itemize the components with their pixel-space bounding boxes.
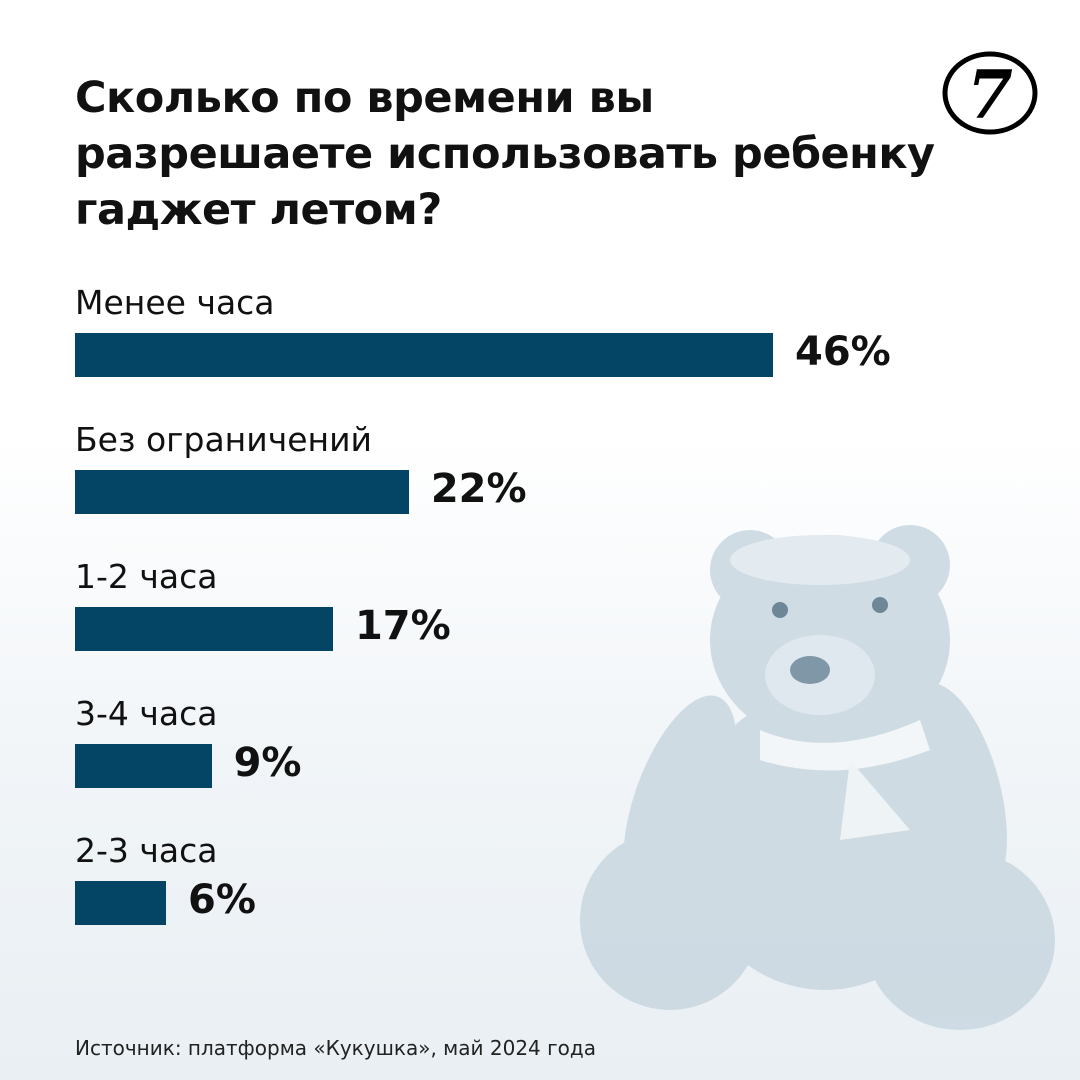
value-label: 22%	[430, 466, 527, 512]
teddy-bear-background-image	[580, 525, 1055, 1030]
category-label: Без ограничений	[75, 420, 372, 459]
svg-text:7: 7	[967, 56, 1013, 134]
category-label: 3-4 часа	[75, 694, 218, 733]
value-label: 6%	[188, 877, 256, 923]
bar-0	[75, 333, 773, 377]
category-label: 1-2 часа	[75, 557, 218, 596]
bar-3	[75, 744, 212, 788]
bar-1	[75, 470, 409, 514]
source-note: Источник: платформа «Кукушка», май 2024 …	[75, 1036, 596, 1060]
publisher-logo: 7	[942, 51, 1038, 135]
value-label: 46%	[795, 329, 891, 375]
category-label: 2-3 часа	[75, 831, 218, 870]
bar-4	[75, 881, 167, 925]
category-label: Менее часа	[75, 283, 275, 322]
value-label: 9%	[233, 740, 302, 786]
chart-title: Сколько по времени вы разрешаете использ…	[75, 73, 935, 235]
value-label: 17%	[354, 603, 451, 649]
bar-2	[75, 607, 333, 651]
